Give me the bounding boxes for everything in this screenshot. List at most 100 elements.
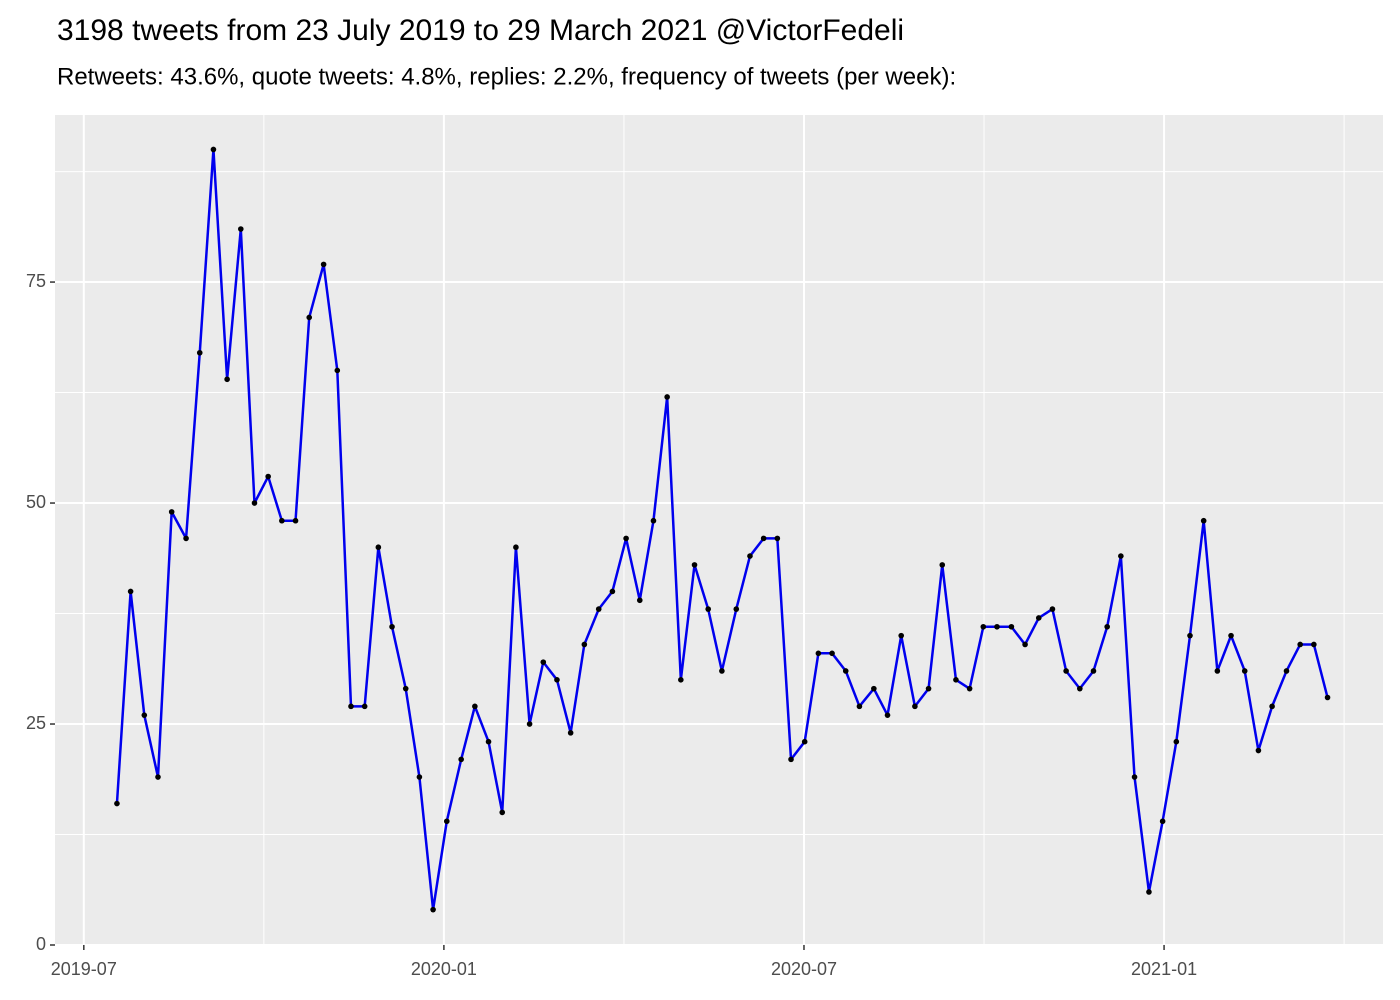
point bbox=[1297, 641, 1303, 648]
x-tick-label: 2021-01 bbox=[1131, 959, 1197, 979]
point bbox=[1159, 818, 1166, 825]
point bbox=[719, 668, 725, 674]
point bbox=[251, 500, 258, 506]
point bbox=[334, 367, 341, 374]
point bbox=[443, 818, 450, 825]
point bbox=[1200, 517, 1207, 524]
y-tick-label: 25 bbox=[26, 713, 46, 733]
y-tick-label: 0 bbox=[36, 934, 46, 954]
point bbox=[485, 738, 492, 745]
point bbox=[375, 544, 382, 551]
point bbox=[994, 623, 1000, 630]
point bbox=[650, 517, 657, 524]
point bbox=[856, 703, 863, 710]
point bbox=[141, 712, 148, 718]
point bbox=[238, 226, 244, 232]
point bbox=[1118, 553, 1124, 559]
point bbox=[691, 562, 698, 568]
point bbox=[1228, 632, 1234, 639]
x-tick-label: 2020-01 bbox=[411, 959, 477, 979]
point bbox=[402, 685, 409, 692]
point bbox=[760, 535, 767, 542]
point bbox=[966, 685, 973, 692]
point bbox=[705, 606, 711, 612]
point bbox=[292, 517, 299, 524]
point bbox=[801, 738, 808, 745]
point bbox=[1022, 641, 1028, 648]
point bbox=[306, 314, 313, 321]
point bbox=[733, 606, 740, 612]
point bbox=[1311, 641, 1317, 648]
point bbox=[1187, 632, 1193, 639]
point bbox=[939, 562, 946, 568]
point bbox=[567, 730, 574, 736]
point bbox=[788, 756, 794, 763]
point bbox=[513, 544, 519, 551]
point bbox=[224, 376, 230, 383]
point bbox=[623, 535, 629, 542]
x-tick-label: 2019-07 bbox=[51, 959, 117, 979]
point bbox=[1255, 747, 1262, 754]
point bbox=[499, 809, 506, 816]
point bbox=[416, 774, 423, 780]
point bbox=[210, 146, 217, 153]
point bbox=[265, 473, 271, 480]
point bbox=[279, 517, 285, 524]
point bbox=[458, 756, 464, 763]
point bbox=[389, 623, 395, 630]
point bbox=[747, 553, 753, 559]
point bbox=[1146, 889, 1152, 895]
point bbox=[1324, 694, 1331, 701]
point bbox=[664, 394, 670, 400]
point bbox=[1090, 668, 1097, 674]
point bbox=[1131, 774, 1138, 780]
point bbox=[361, 703, 368, 710]
x-tick-label: 2020-07 bbox=[771, 959, 837, 979]
point bbox=[196, 349, 203, 356]
point bbox=[581, 641, 588, 648]
point bbox=[1077, 685, 1083, 692]
point bbox=[1008, 623, 1015, 630]
y-tick-label: 50 bbox=[26, 492, 46, 512]
point bbox=[1104, 623, 1110, 630]
point bbox=[898, 632, 905, 639]
point bbox=[526, 721, 533, 727]
point bbox=[1241, 668, 1248, 674]
point bbox=[815, 650, 822, 657]
point bbox=[871, 685, 877, 692]
point bbox=[1049, 606, 1056, 612]
point bbox=[472, 703, 478, 710]
point bbox=[842, 668, 849, 674]
point bbox=[183, 535, 189, 542]
point bbox=[348, 703, 354, 710]
point bbox=[1035, 615, 1042, 621]
chart-title: 3198 tweets from 23 July 2019 to 29 Marc… bbox=[57, 14, 904, 47]
point bbox=[540, 659, 547, 665]
point bbox=[636, 597, 643, 604]
point bbox=[953, 677, 959, 683]
point bbox=[1173, 738, 1180, 745]
point bbox=[925, 685, 932, 692]
point bbox=[127, 588, 134, 595]
point bbox=[609, 588, 616, 595]
point bbox=[168, 509, 175, 515]
point bbox=[980, 623, 987, 630]
point bbox=[1214, 668, 1221, 674]
plot-panel bbox=[55, 115, 1383, 945]
point bbox=[554, 677, 560, 683]
point bbox=[678, 677, 684, 683]
point bbox=[829, 650, 835, 657]
point bbox=[114, 800, 120, 807]
chart-subtitle: Retweets: 43.6%, quote tweets: 4.8%, rep… bbox=[57, 63, 956, 90]
y-tick-label: 75 bbox=[26, 271, 46, 291]
point bbox=[912, 703, 918, 710]
point bbox=[430, 906, 436, 913]
point bbox=[155, 774, 161, 780]
point bbox=[1283, 668, 1290, 674]
point bbox=[774, 535, 781, 542]
point bbox=[595, 606, 602, 612]
point bbox=[320, 261, 327, 268]
point bbox=[1269, 703, 1275, 710]
